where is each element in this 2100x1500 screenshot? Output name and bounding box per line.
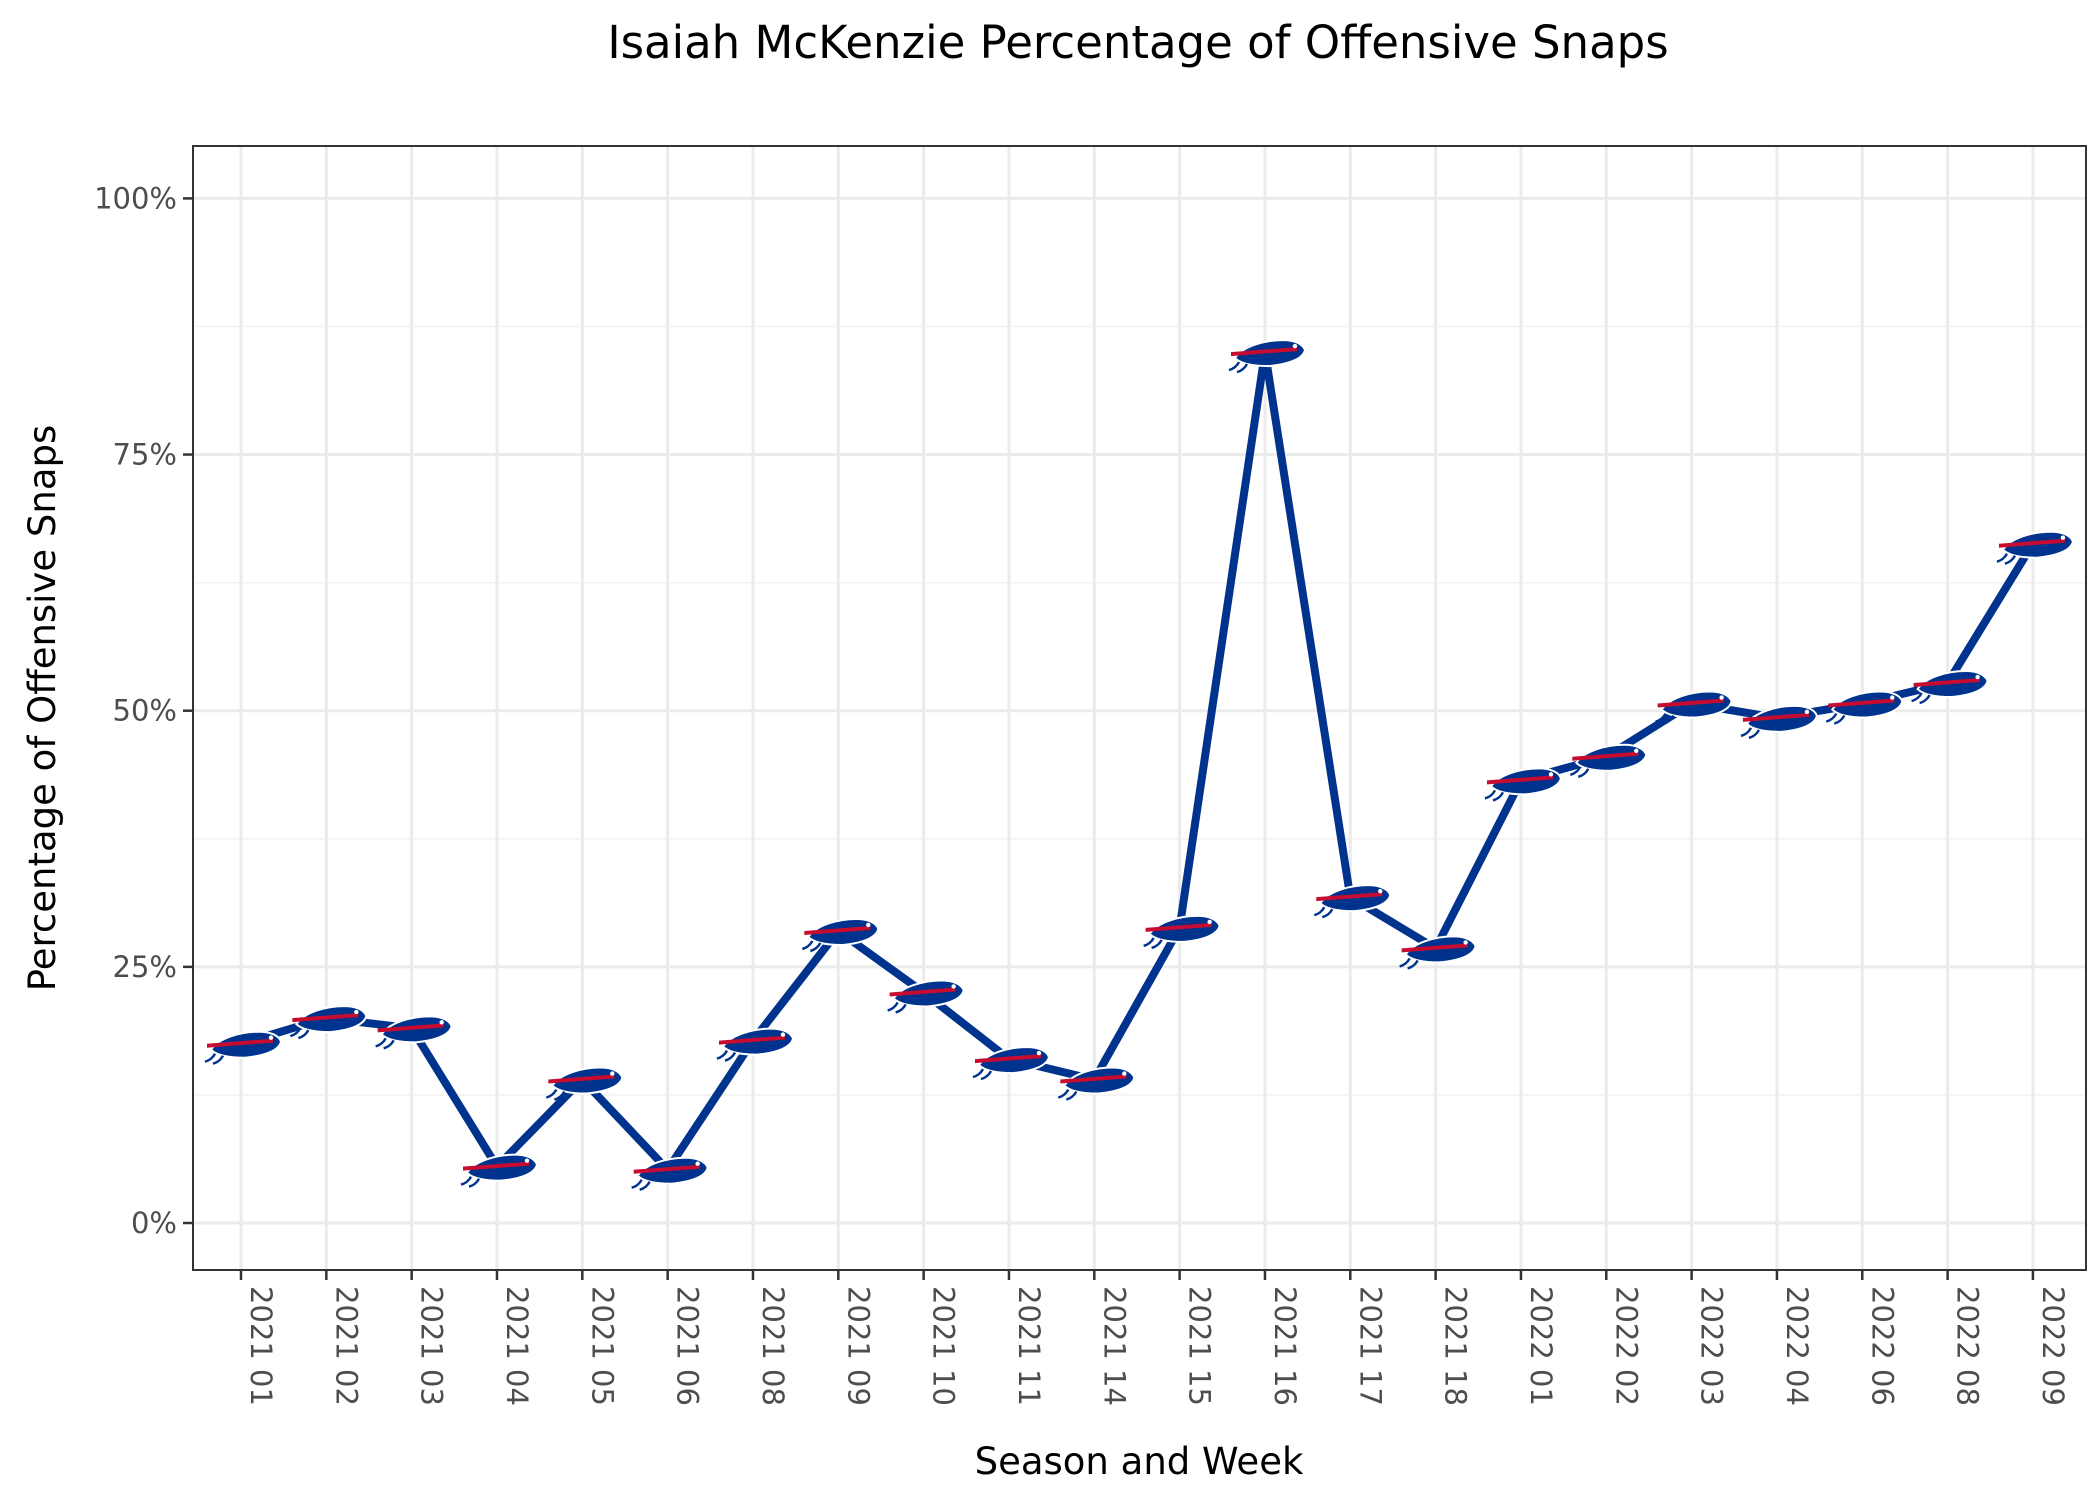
data-point-marker <box>1142 914 1221 950</box>
y-axis-title: Percentage of Offensive Snaps <box>21 425 64 992</box>
x-tick-label: 2022 02 <box>1609 1286 1643 1406</box>
x-tick-label: 2021 08 <box>756 1286 790 1406</box>
data-point-marker <box>459 1153 539 1188</box>
x-tick-label: 2021 02 <box>329 1286 363 1406</box>
x-tick-label: 2021 14 <box>1097 1286 1131 1406</box>
y-tick-label: 0% <box>131 1206 177 1240</box>
data-point-marker <box>886 979 965 1014</box>
x-tick-label: 2021 06 <box>671 1286 705 1406</box>
series-line <box>237 348 2037 1174</box>
x-tick-label: 2021 15 <box>1183 1286 1217 1406</box>
y-tick-label: 100% <box>94 181 177 215</box>
data-point-marker <box>1569 743 1648 779</box>
plot-panel-border <box>192 145 2087 1271</box>
x-tick-label: 2021 17 <box>1353 1286 1387 1406</box>
data-point-marker <box>289 1004 368 1040</box>
x-tick-label: 2021 09 <box>841 1286 875 1406</box>
x-tick-label: 2021 05 <box>585 1286 619 1406</box>
y-axis: 0% 25% 50% 75% 100% <box>94 181 193 1240</box>
x-tick-label: 2021 01 <box>244 1286 278 1406</box>
y-tick-label: 25% <box>113 950 177 984</box>
x-tick-label: 2021 11 <box>1012 1286 1046 1406</box>
data-point-marker <box>715 1027 795 1062</box>
x-tick-label: 2021 04 <box>500 1286 534 1406</box>
data-point-marker <box>1910 669 1989 705</box>
chart-title: Isaiah McKenzie Percentage of Offensive … <box>607 16 1668 69</box>
x-tick-label: 2021 10 <box>927 1286 961 1406</box>
x-tick-label: 2022 09 <box>2036 1286 2070 1406</box>
data-point-marker <box>971 1045 1051 1081</box>
x-tick-label: 2021 03 <box>415 1286 449 1406</box>
data-point-marker <box>801 917 880 953</box>
marker-layer <box>203 338 2075 1191</box>
series-layer <box>237 348 2037 1174</box>
x-tick-label: 2022 01 <box>1524 1286 1558 1406</box>
data-point-marker <box>1398 935 1477 970</box>
x-tick-label: 2022 06 <box>1865 1286 1899 1406</box>
x-axis: 2021 01 2021 02 2021 03 2021 04 2021 05 2021 … <box>239 1270 2070 1406</box>
x-tick-label: 2021 16 <box>1268 1286 1302 1406</box>
minor-gridlines <box>193 325 2086 1096</box>
x-tick-label: 2021 18 <box>1439 1286 1473 1406</box>
x-tick-label: 2022 03 <box>1695 1286 1729 1406</box>
data-point-marker <box>1995 530 2075 565</box>
data-point-marker <box>630 1156 709 1191</box>
x-tick-label: 2022 04 <box>1780 1286 1814 1406</box>
y-tick-label: 75% <box>113 438 177 472</box>
data-point-marker <box>1483 767 1563 802</box>
data-point-marker <box>1825 690 1904 725</box>
x-axis-title: Season and Week <box>975 1440 1304 1483</box>
data-point-marker <box>374 1015 453 1050</box>
y-tick-label: 50% <box>113 694 177 728</box>
x-tick-label: 2022 08 <box>1951 1286 1985 1406</box>
data-point-marker <box>203 1030 283 1065</box>
